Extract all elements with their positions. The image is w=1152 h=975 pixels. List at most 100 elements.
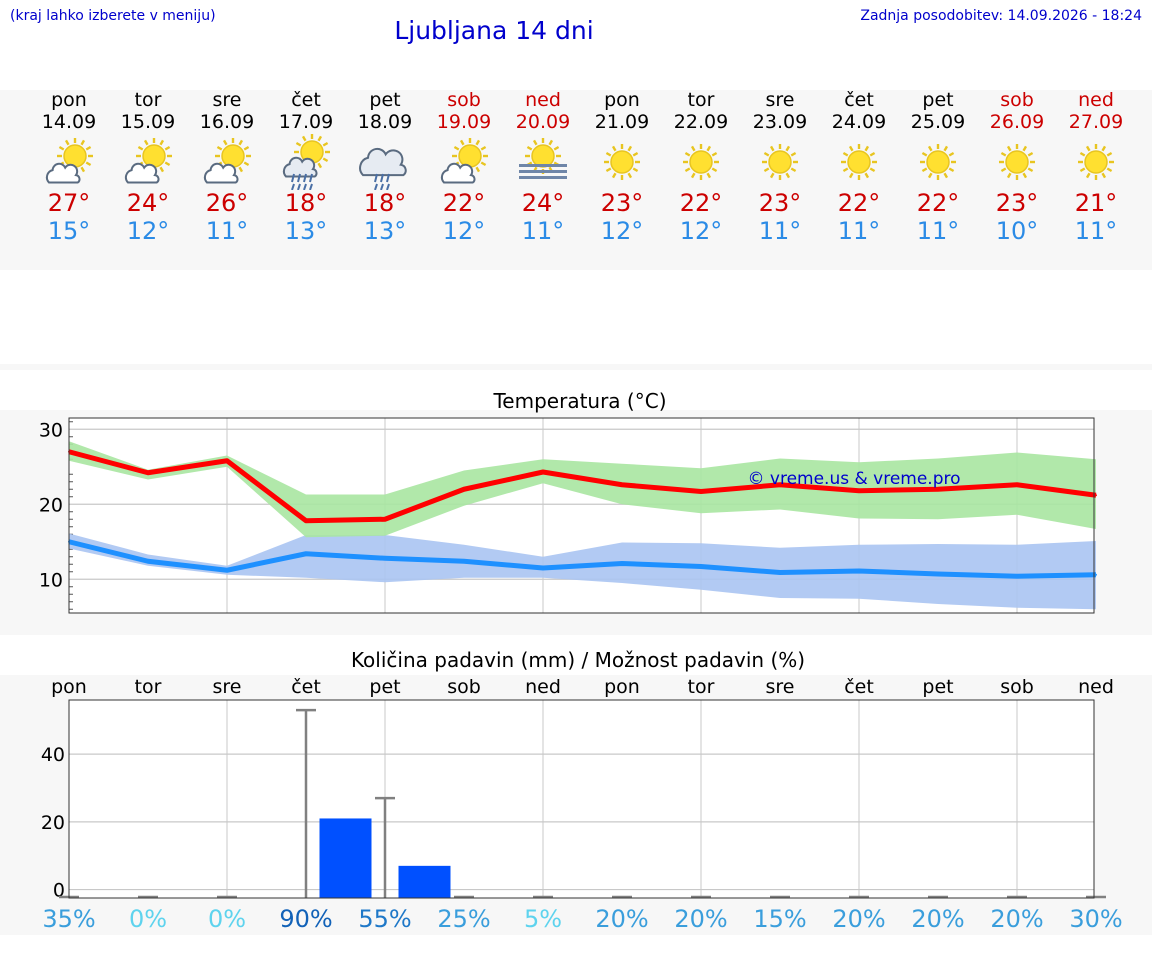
max-temp: 21°: [1074, 189, 1118, 217]
precip-probability: 20%: [911, 905, 964, 933]
precip-probability: 20%: [990, 905, 1043, 933]
day-column: sre 16.09 26° 11°: [188, 90, 266, 245]
precip-day-label: sre: [766, 676, 795, 698]
precip-probability: 90%: [279, 905, 332, 933]
max-temp: 22°: [442, 189, 486, 217]
precip-day-label: tor: [688, 676, 715, 698]
day-date: 18.09: [357, 111, 413, 133]
sun-icon: [820, 134, 898, 190]
precip-day-label: ned: [1078, 676, 1114, 698]
max-temp: 22°: [916, 189, 960, 217]
day-column: čet 17.09 18° 13°: [267, 90, 345, 245]
precipitation-plot-frame: [68, 699, 1095, 899]
day-column: ned 27.09 21° 11°: [1057, 90, 1135, 245]
day-name: pon: [51, 89, 87, 111]
temp-min-point: [463, 560, 465, 563]
day-date: 23.09: [752, 111, 808, 133]
day-name: sob: [1000, 89, 1034, 111]
precip-day-label: čet: [844, 676, 874, 698]
max-temp: 27°: [47, 189, 91, 217]
day-date: 26.09: [989, 111, 1045, 133]
day-column: tor 15.09 24° 12°: [109, 90, 187, 245]
precip-y-tick-label: 20: [41, 812, 65, 834]
min-temp: 15°: [47, 217, 91, 245]
min-temp: 11°: [837, 217, 881, 245]
temp-max-line: [68, 449, 1097, 524]
day-column: sob 26.09 23° 10°: [978, 90, 1056, 245]
temp-max-band: [69, 441, 1096, 538]
forecast-band: [0, 90, 1152, 270]
min-temp: 12°: [679, 217, 723, 245]
temp-max-point: [779, 483, 781, 486]
min-temp: 12°: [600, 217, 644, 245]
temp-min-point: [858, 570, 860, 572]
min-temp: 10°: [995, 217, 1039, 245]
precip-day-label: sre: [213, 676, 242, 698]
day-name: sre: [765, 89, 795, 111]
precipitation-chart-title: Količina padavin (mm) / Možnost padavin …: [351, 648, 805, 672]
temp-max-point: [542, 471, 544, 473]
day-column: pon 21.09 23° 12°: [583, 90, 661, 245]
precip-day-label: tor: [135, 676, 162, 698]
last-update: Zadnja posodobitev: 14.09.2026 - 18:24: [860, 8, 1142, 24]
temp-max-point: [463, 488, 465, 491]
location-hint[interactable]: (kraj lahko izberete v meniju): [10, 8, 216, 24]
min-temp: 13°: [284, 217, 328, 245]
temperature-chart-title: Temperatura (°C): [492, 389, 666, 413]
precip-bar: [319, 818, 372, 898]
precip-day-label: sob: [447, 676, 481, 698]
max-temp: 24°: [126, 189, 170, 217]
day-column: tor 22.09 22° 12°: [662, 90, 740, 245]
temp-min-line: [68, 539, 1097, 579]
temp-min-point: [147, 560, 149, 563]
precip-day-label: ned: [525, 676, 561, 698]
partly-cloudy-icon: [30, 134, 108, 190]
day-date: 15.09: [120, 111, 176, 133]
day-column: pet 25.09 22° 11°: [899, 90, 977, 245]
temp-max-point: [700, 490, 702, 493]
max-temp: 22°: [679, 189, 723, 217]
precip-day-label: pon: [51, 676, 87, 698]
day-date: 21.09: [594, 111, 650, 133]
sun-icon: [741, 134, 819, 190]
sun-rain-icon: [267, 134, 345, 190]
temp-max-point: [1095, 494, 1097, 497]
min-temp: 12°: [442, 217, 486, 245]
temp-min-point: [937, 573, 939, 575]
separator-band: [0, 364, 1152, 370]
temp-min-point: [542, 567, 544, 569]
min-temp: 11°: [521, 217, 565, 245]
precip-bar: [398, 865, 451, 898]
day-name: pet: [922, 89, 954, 111]
day-date: 17.09: [278, 111, 334, 133]
day-column: sob 19.09 22° 12°: [425, 90, 503, 245]
day-name: čet: [291, 89, 321, 111]
day-name: ned: [1078, 89, 1114, 111]
min-temp: 11°: [758, 217, 802, 245]
min-temp: 11°: [1074, 217, 1118, 245]
precip-probability: 30%: [1069, 905, 1122, 933]
page-title: Ljubljana 14 dni: [394, 16, 594, 45]
precip-day-label: sob: [1000, 676, 1034, 698]
max-temp: 23°: [995, 189, 1039, 217]
precip-day-label: pet: [369, 676, 400, 698]
day-date: 24.09: [831, 111, 887, 133]
temp-max-point: [937, 488, 939, 491]
precip-probability: 5%: [524, 905, 562, 933]
partly-cloudy-icon: [425, 134, 503, 190]
max-temp: 23°: [758, 189, 802, 217]
temp-max-point: [621, 483, 623, 486]
max-temp: 22°: [837, 189, 881, 217]
precip-probability: 0%: [129, 905, 167, 933]
precip-probability: 25%: [437, 905, 490, 933]
day-name: pet: [369, 89, 401, 111]
temp-max-point: [858, 489, 860, 492]
temp-y-tick-label: 20: [39, 494, 63, 516]
precip-day-label: čet: [291, 676, 321, 698]
cloud-rain-icon: [346, 134, 424, 190]
temp-min-point: [384, 557, 386, 560]
day-column: čet 24.09 22° 11°: [820, 90, 898, 245]
sun-icon: [1057, 134, 1135, 190]
max-temp: 18°: [284, 189, 328, 217]
